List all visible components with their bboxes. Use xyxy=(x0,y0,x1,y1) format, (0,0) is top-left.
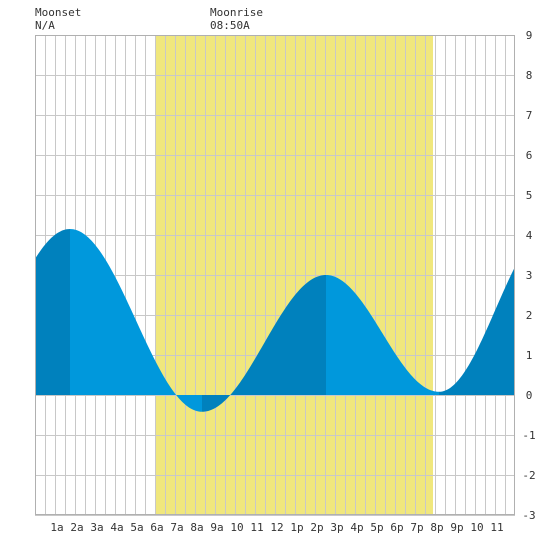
x-tick-label: 6a xyxy=(150,521,163,534)
x-tick-label: 7a xyxy=(170,521,183,534)
x-tick-label: 8p xyxy=(430,521,443,534)
y-tick-label: -1 xyxy=(522,429,535,442)
tide-rising-area xyxy=(439,266,515,395)
x-tick-label: 4p xyxy=(350,521,363,534)
x-tick-label: 2p xyxy=(310,521,323,534)
y-tick-label: 7 xyxy=(526,109,533,122)
x-tick-label: 5a xyxy=(130,521,143,534)
moonset-label: Moonset xyxy=(35,6,81,19)
y-tick-label: 0 xyxy=(526,389,533,402)
plot-area: 1a 2a 3a 4a 5a 6a 7a 8a 9a 10 11 12 1p 2p 3p 4p 5p 6p 7p 8p… xyxy=(35,29,536,534)
x-tick-label: 2a xyxy=(70,521,83,534)
x-tick-label: 7p xyxy=(410,521,423,534)
x-tick-label: 5p xyxy=(370,521,383,534)
y-tick-label: 3 xyxy=(526,269,533,282)
y-tick-label: 8 xyxy=(526,69,533,82)
x-tick-label: 10 xyxy=(470,521,483,534)
x-tick-label: 6p xyxy=(390,521,403,534)
plot-border xyxy=(35,35,515,515)
x-tick-label: 4a xyxy=(110,521,123,534)
tide-falling-area xyxy=(326,275,439,395)
x-tick-label: 8a xyxy=(190,521,203,534)
y-tick-label: 1 xyxy=(526,349,533,362)
x-tick-label: 3a xyxy=(90,521,103,534)
y-tick-label: 9 xyxy=(526,29,533,42)
x-tick-label: 11 xyxy=(490,521,503,534)
x-tick-label: 1a xyxy=(50,521,63,534)
y-tick-label: -2 xyxy=(522,469,535,482)
moonrise-label: Moonrise xyxy=(210,6,263,19)
moonset-time: N/A xyxy=(35,19,55,32)
y-tick-label: -3 xyxy=(522,509,535,522)
tide-falling-area xyxy=(70,229,202,412)
tide-rising-area xyxy=(35,229,70,395)
x-tick-label: 10 xyxy=(230,521,243,534)
y-tick-label: 4 xyxy=(526,229,533,242)
y-tick-label: 5 xyxy=(526,189,533,202)
x-tick-label: 12 xyxy=(270,521,283,534)
x-tick-label: 3p xyxy=(330,521,343,534)
tide-rising-area xyxy=(202,275,326,412)
x-tick-label: 9a xyxy=(210,521,223,534)
x-tick-label: 1p xyxy=(290,521,303,534)
x-tick-label: 11 xyxy=(250,521,263,534)
y-tick-label: 6 xyxy=(526,149,533,162)
y-tick-label: 2 xyxy=(526,309,533,322)
moonrise-time: 08:50A xyxy=(210,19,250,32)
x-tick-label: 9p xyxy=(450,521,463,534)
